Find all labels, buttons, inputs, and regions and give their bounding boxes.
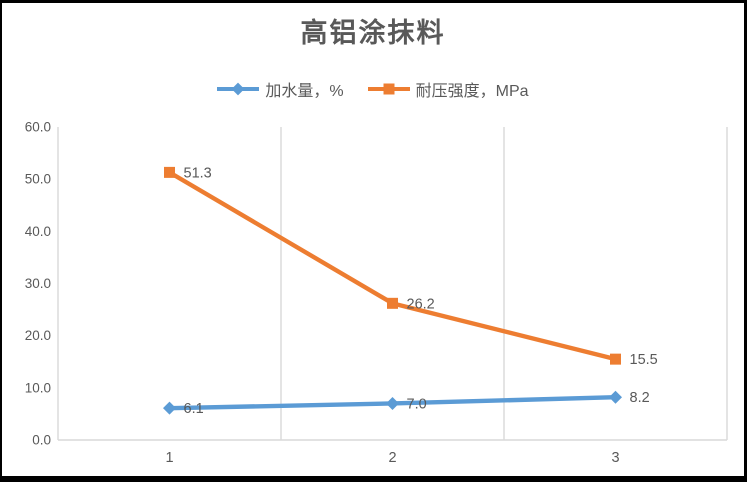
series-line-1: [167, 170, 618, 362]
y-tick-label: 30.0: [25, 276, 51, 291]
data-label: 6.1: [184, 401, 204, 417]
y-tick-label: 0.0: [32, 433, 51, 448]
legend: 加水量，% 耐压强度，MPa: [2, 77, 744, 101]
data-label: 26.2: [407, 296, 435, 312]
data-label: 51.3: [184, 165, 212, 181]
chart-title: 高铝涂抹料: [300, 18, 446, 48]
x-tick-label: 1: [165, 450, 173, 466]
legend-item-water: 加水量，%: [217, 77, 344, 101]
y-tick-label: 40.0: [25, 224, 51, 239]
line-diamond-marker-icon: [217, 81, 260, 97]
square-marker-icon: [387, 297, 398, 309]
legend-label-strength: 耐压强度，MPa: [415, 83, 529, 100]
diamond-marker-icon: [609, 390, 622, 404]
y-tick-label: 60.0: [25, 120, 51, 135]
line-square-marker-icon: [367, 81, 410, 97]
diamond-marker-icon: [163, 401, 176, 415]
y-tick-label: 50.0: [25, 172, 51, 187]
data-label: 7.0: [407, 396, 427, 412]
square-marker-icon: [610, 353, 621, 365]
y-tick-label: 20.0: [25, 328, 51, 343]
data-label: 15.5: [630, 352, 658, 368]
x-tick-label: 2: [388, 450, 396, 466]
x-tick-label: 3: [611, 450, 619, 466]
legend-label-water: 加水量，%: [265, 83, 344, 100]
diamond-marker-icon: [386, 396, 399, 410]
y-tick-label: 10.0: [25, 380, 51, 395]
legend-item-strength: 耐压强度，MPa: [367, 77, 529, 101]
square-marker-icon: [164, 166, 175, 178]
data-label: 8.2: [630, 390, 650, 406]
